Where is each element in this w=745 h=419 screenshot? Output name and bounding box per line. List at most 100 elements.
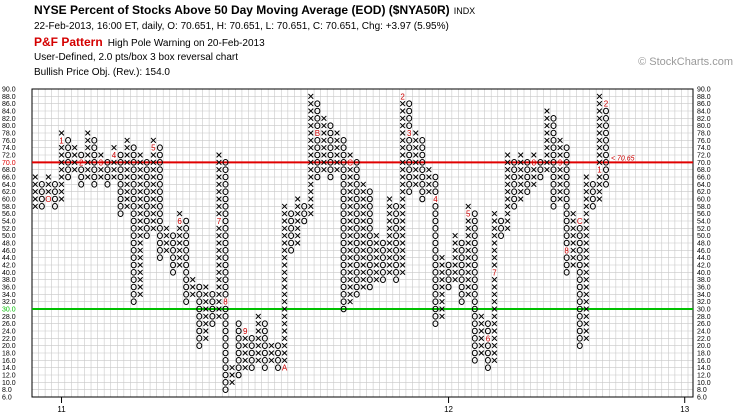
x-box [557, 196, 563, 202]
o-box [484, 327, 491, 335]
o-box [471, 342, 478, 349]
o-box [340, 159, 347, 166]
x-box [399, 247, 406, 254]
o-box [117, 159, 124, 166]
o-box [117, 181, 124, 188]
x-box [281, 342, 288, 349]
o-box [143, 181, 150, 188]
x-box [373, 247, 380, 254]
x-box [399, 174, 406, 180]
x-box [98, 166, 104, 173]
x-box [570, 225, 576, 232]
y-tick-label-right: 76.0 [697, 138, 711, 145]
o-box [117, 203, 124, 210]
x-box [137, 291, 143, 298]
o-box [222, 195, 229, 203]
x-box [413, 130, 419, 136]
x-box [216, 181, 222, 188]
o-box [156, 166, 163, 173]
o-box [563, 188, 570, 195]
o-box [589, 188, 596, 195]
y-tick-label-left: 62.0 [2, 189, 16, 196]
x-box [308, 196, 314, 202]
o-box [419, 173, 426, 181]
o-box [432, 181, 439, 188]
x-box [504, 196, 511, 202]
x-box [216, 269, 222, 276]
o-box [143, 225, 150, 232]
o-box [340, 269, 347, 276]
x-box [399, 100, 406, 107]
o-box [196, 305, 203, 313]
o-box [432, 232, 439, 239]
x-box [386, 225, 393, 232]
o-box [471, 276, 478, 283]
o-box [130, 291, 137, 298]
month-marker: C [347, 158, 353, 167]
o-box [327, 137, 334, 144]
x-box [531, 174, 537, 180]
y-tick-label-left: 88.0 [2, 94, 16, 101]
x-box [583, 276, 590, 283]
x-box [308, 130, 314, 136]
o-box [603, 151, 609, 159]
o-box [576, 327, 583, 335]
x-box [137, 240, 143, 246]
x-box [150, 188, 157, 195]
o-box [353, 225, 360, 232]
x-box [478, 350, 485, 356]
o-box [222, 291, 229, 298]
o-box [550, 151, 557, 159]
x-box [399, 115, 406, 122]
o-box [288, 232, 295, 239]
x-box [557, 144, 563, 151]
o-box [366, 239, 373, 247]
y-tick-label-left: 42.0 [2, 263, 16, 270]
x-box [426, 181, 432, 188]
x-box [45, 181, 52, 188]
x-box [544, 130, 550, 136]
o-box [432, 305, 439, 313]
x-box [583, 335, 590, 342]
x-box [544, 122, 550, 129]
o-box [340, 210, 347, 217]
o-box [156, 188, 163, 195]
o-box [183, 239, 190, 247]
o-box [406, 107, 413, 115]
x-box [176, 240, 183, 246]
x-box [399, 240, 406, 246]
x-box [268, 357, 275, 364]
o-box [183, 254, 190, 261]
o-box [406, 166, 413, 173]
o-box [353, 195, 360, 203]
o-box [196, 298, 203, 305]
o-box [419, 137, 426, 144]
o-box [563, 203, 570, 210]
x-box [242, 342, 248, 349]
x-box [465, 240, 471, 246]
x-box [465, 262, 471, 268]
x-box [150, 152, 157, 158]
x-box [294, 232, 301, 239]
o-box [406, 115, 413, 122]
x-box [216, 276, 222, 283]
x-box [216, 232, 222, 239]
o-box [471, 298, 478, 305]
exchange-label: INDX [453, 6, 476, 16]
x-box [111, 144, 117, 151]
month-marker: 2 [400, 92, 405, 101]
o-box [471, 269, 478, 276]
x-box [478, 328, 485, 334]
x-box [229, 379, 235, 386]
o-box [366, 247, 373, 254]
x-box [360, 240, 367, 246]
o-box [484, 364, 491, 371]
o-box [130, 217, 137, 225]
x-box [71, 166, 78, 173]
o-box [432, 247, 439, 254]
month-marker: 6 [177, 217, 182, 226]
x-box [360, 196, 367, 202]
x-box [150, 159, 157, 166]
x-box [308, 152, 314, 158]
y-tick-label-left: 84.0 [2, 109, 16, 116]
